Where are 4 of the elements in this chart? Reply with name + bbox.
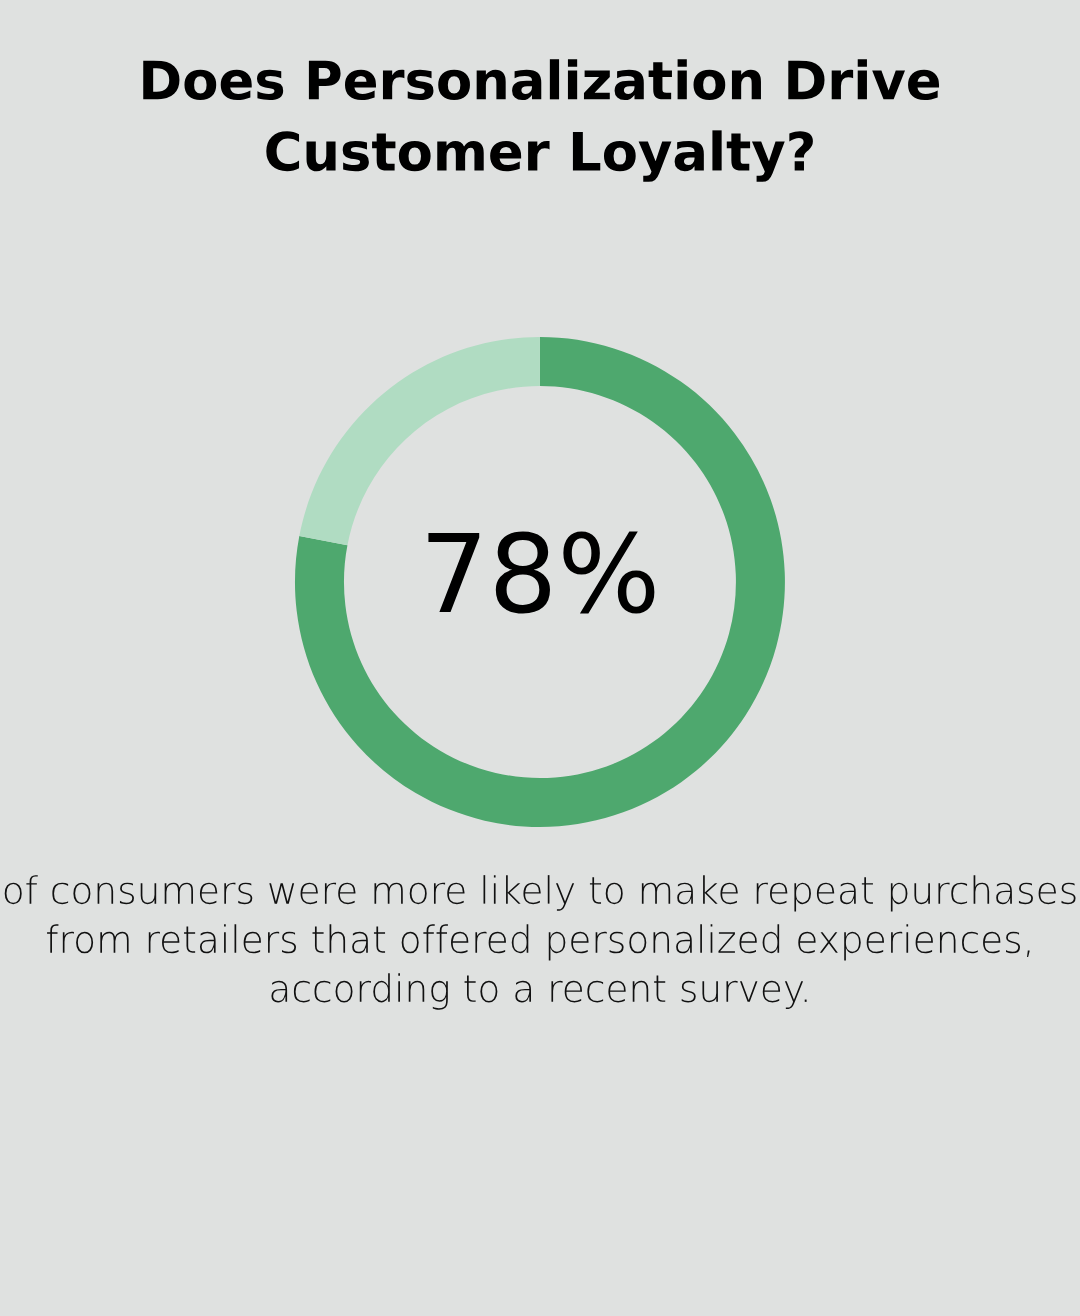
chart-title: Does Personalization Drive Customer Loyalty? — [143, 59, 940, 182]
data-label: 78% — [428, 531, 655, 614]
text: of consumers were more likely to make repeat purchases from retailers that offered personalized experiences, according to a recent survey. — [4, 875, 1076, 1010]
donut-slice — [294, 337, 785, 827]
